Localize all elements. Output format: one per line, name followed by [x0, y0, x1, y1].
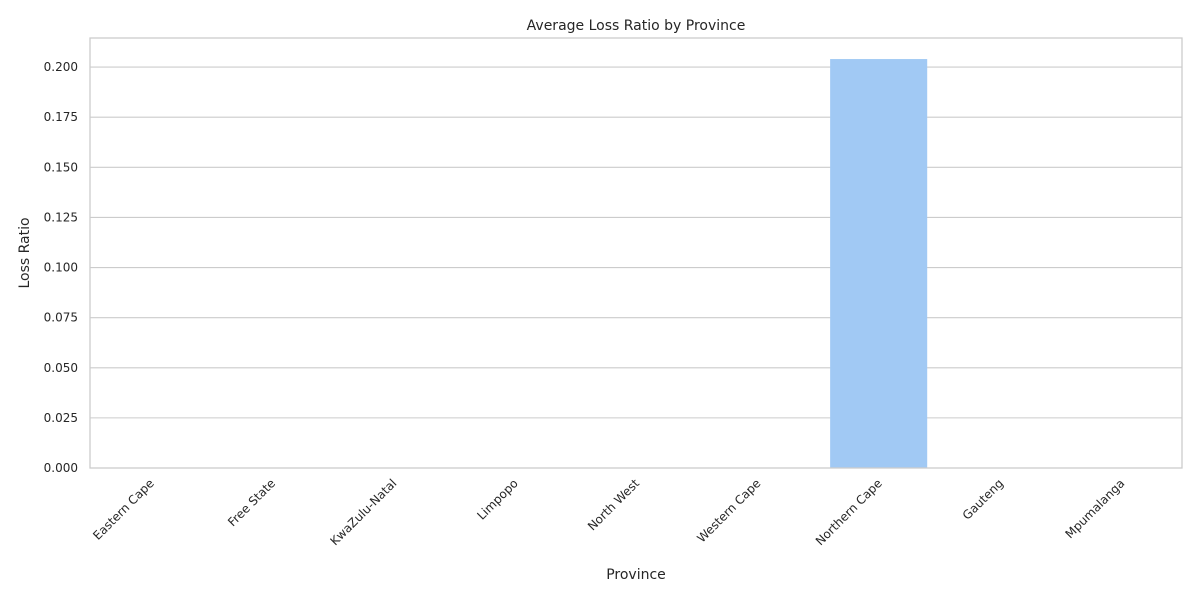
- x-tick-label: Northern Cape: [813, 476, 885, 548]
- y-tick-label: 0.025: [44, 411, 78, 425]
- y-tick-label: 0.100: [44, 261, 78, 275]
- y-axis-ticks: 0.000 0.025 0.050 0.075 0.100 0.125 0.150 0.175…: [44, 60, 78, 475]
- x-tick-label: Limpopo: [474, 476, 520, 522]
- y-axis-label: Loss Ratio: [17, 217, 33, 288]
- x-axis-ticks: Eastern Cape Free State KwaZulu-Natal Limpo…: [90, 476, 1127, 548]
- y-tick-label: 0.050: [44, 361, 78, 375]
- bar-northern-cape: [830, 59, 928, 468]
- gridlines: [90, 66, 1182, 469]
- x-tick-label: Gauteng: [960, 476, 1006, 522]
- x-tick-label: Free State: [225, 476, 278, 529]
- y-tick-label: 0.175: [44, 110, 78, 124]
- x-tick-label: Mpumalanga: [1062, 476, 1127, 541]
- y-tick-label: 0.150: [44, 160, 78, 174]
- chart-title: Average Loss Ratio by Province: [527, 18, 746, 34]
- plot-frame: [89, 37, 1183, 469]
- y-tick-label: 0.200: [44, 60, 78, 74]
- y-tick-label: 0.125: [44, 210, 78, 224]
- y-tick-label: 0.000: [44, 461, 78, 475]
- x-axis-label: Province: [606, 567, 666, 583]
- x-tick-label: Eastern Cape: [90, 476, 157, 543]
- x-tick-label: Western Cape: [694, 476, 763, 545]
- y-tick-label: 0.075: [44, 311, 78, 325]
- x-tick-label: North West: [585, 476, 642, 533]
- x-tick-label: KwaZulu-Natal: [327, 476, 399, 548]
- bars: [830, 59, 928, 468]
